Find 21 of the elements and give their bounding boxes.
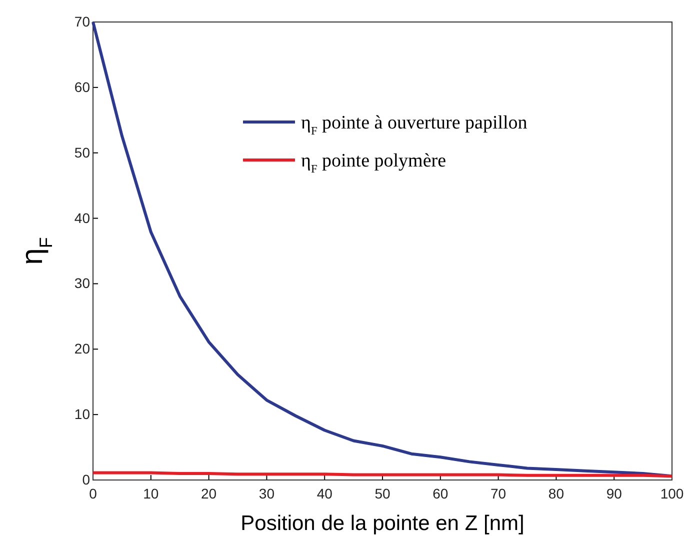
x-tick-label: 40 <box>316 485 333 502</box>
y-tick-label: 40 <box>74 210 90 226</box>
y-tick-label: 50 <box>74 144 90 160</box>
y-tick-label: 70 <box>74 13 90 30</box>
y-tick-label: 60 <box>74 78 90 95</box>
x-tick-label: 80 <box>548 485 564 502</box>
y-tick-label: 10 <box>74 406 90 422</box>
x-tick-label: 100 <box>660 485 684 502</box>
legend-label: η$_{F}$ pointe polymère <box>301 150 446 176</box>
y-tick-label: 30 <box>74 275 90 292</box>
x-tick-label: 70 <box>490 485 506 502</box>
legend-label: η$_{F}$ pointe à ouverture papillon <box>301 112 528 138</box>
x-tick-label: 90 <box>606 485 622 502</box>
x-tick-label: 30 <box>258 485 275 502</box>
y-tick-label: 0 <box>82 471 90 488</box>
x-tick-label: 50 <box>374 485 390 502</box>
x-tick-label: 60 <box>432 485 448 502</box>
x-axis-title: Position de la pointe en Z [nm] <box>240 512 524 535</box>
x-tick-label: 20 <box>201 485 217 502</box>
x-tick-label: 10 <box>143 485 159 502</box>
y-tick-label: 20 <box>74 340 90 357</box>
